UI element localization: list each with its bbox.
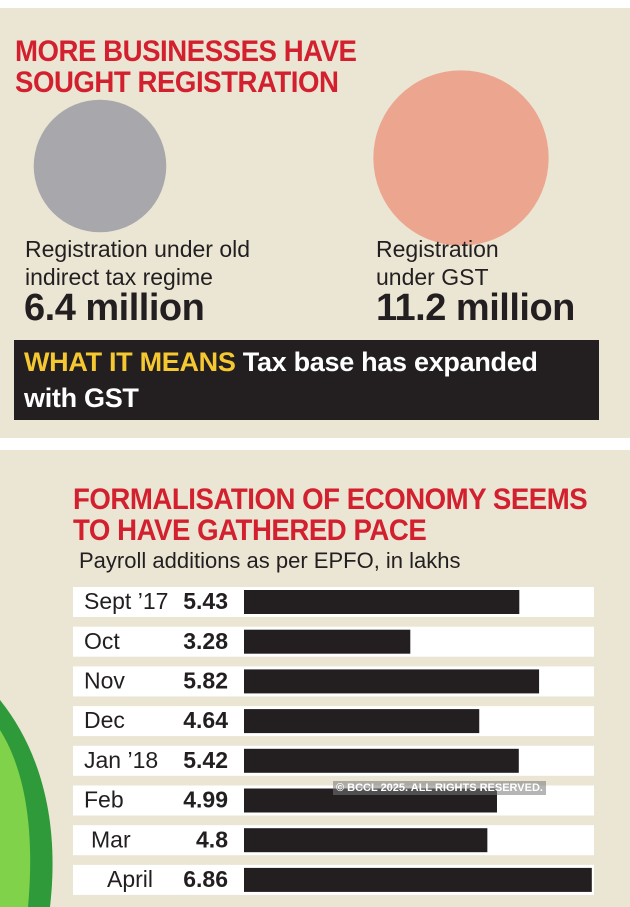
bar	[244, 669, 540, 694]
annotation-box	[14, 340, 599, 420]
annotation-text: Tax base has expanded with GST	[24, 347, 538, 413]
value-label: 5.43	[183, 588, 228, 614]
bar	[244, 590, 520, 614]
value-label: 3.28	[183, 628, 228, 654]
bar	[244, 748, 519, 773]
value-label: 4.8	[196, 826, 228, 852]
bubble	[373, 70, 549, 246]
bar	[244, 828, 488, 853]
annotation: WHAT IT MEANS Tax base has expanded with…	[24, 344, 594, 416]
bar	[244, 709, 480, 734]
chart-title: MORE BUSINESSES HAVE SOUGHT REGISTRATION	[15, 35, 357, 99]
category-label: Nov	[84, 667, 125, 693]
category-label: Registration under old indirect tax regi…	[25, 236, 251, 290]
watermark: © BCCL 2025. ALL RIGHTS RESERVED.	[333, 781, 546, 795]
chart-title: FORMALISATION OF ECONOMY SEEMS TO HAVE G…	[73, 483, 588, 547]
category-label: Dec	[84, 707, 125, 733]
subtitle: Payroll additions as per EPFO, in lakhs	[79, 548, 461, 573]
category-label: Sept ’17	[84, 588, 168, 614]
category-label: Feb	[84, 787, 124, 813]
value-label: 6.86	[183, 866, 228, 892]
divider	[0, 438, 630, 450]
decoration	[0, 730, 31, 907]
value-label: 5.42	[183, 747, 228, 773]
top-strip	[0, 0, 630, 8]
category-label: Registration under GST	[376, 236, 499, 290]
bubble	[33, 99, 167, 233]
category-label: Mar	[91, 826, 131, 852]
value-label: 5.82	[183, 667, 228, 693]
bar	[244, 867, 592, 892]
bar-chart: Sept ’17 5.43 Oct 3.28 Nov 5.82 Dec 4.64 Jan ’18…	[73, 587, 594, 895]
bar	[244, 629, 411, 654]
category-label: Oct	[84, 628, 120, 654]
value-label: 4.99	[183, 787, 228, 813]
value-label: 4.64	[183, 707, 228, 733]
annotation-label: WHAT IT MEANS	[24, 347, 236, 377]
category-label: April	[107, 866, 153, 892]
value-label: 11.2 million	[376, 287, 575, 329]
value-label: 6.4 million	[24, 287, 205, 329]
category-label: Jan ’18	[84, 747, 158, 773]
